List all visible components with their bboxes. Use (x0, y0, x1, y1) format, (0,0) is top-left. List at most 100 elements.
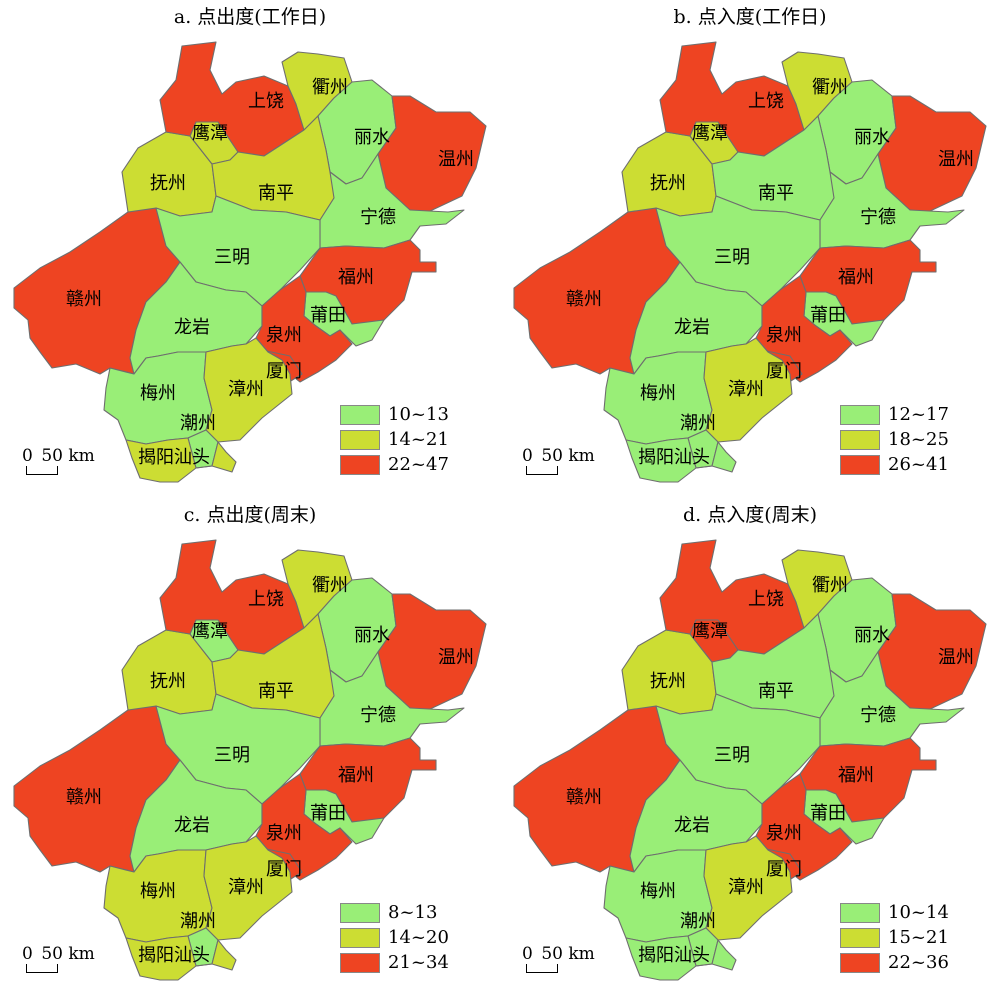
region-label: 厦门 (266, 859, 302, 880)
legend-item: 10~14 (840, 900, 949, 925)
region-label: 温州 (438, 647, 474, 668)
region-揭阳 (125, 437, 197, 483)
region-上饶 (659, 41, 805, 157)
region-label: 宁德 (860, 207, 896, 228)
region-label: 三明 (714, 247, 750, 268)
choropleth-map (513, 539, 987, 981)
legend-swatch (340, 404, 380, 425)
legend-label: 12~17 (888, 404, 949, 425)
region-label: 南平 (758, 183, 794, 204)
region-label: 潮州 (680, 413, 716, 434)
region-label: 梅州 (640, 881, 676, 902)
region-上饶 (659, 539, 805, 655)
region-label: 厦门 (766, 859, 802, 880)
legend-swatch (840, 952, 880, 973)
legend-swatch (340, 902, 380, 923)
region-label: 揭阳汕头 (138, 945, 210, 966)
legend-label: 10~13 (388, 404, 449, 425)
legend-item: 22~47 (340, 452, 449, 477)
map-panel-b: b. 点入度(工作日) 上饶 衢州 鹰潭 丽水 温州 抚州 南平 宁德 三明 福州 赣州 龙岩 莆田 泉州… (500, 0, 1000, 498)
region-label: 南平 (258, 183, 294, 204)
region-label: 温州 (938, 149, 974, 170)
region-label: 赣州 (66, 289, 102, 310)
legend-label: 15~21 (888, 927, 949, 948)
scale-line (26, 466, 58, 475)
region-label: 泉州 (266, 325, 302, 346)
scale-line (26, 964, 58, 973)
region-label: 漳州 (728, 877, 764, 898)
choropleth-map (13, 41, 487, 483)
panel-title: b. 点入度(工作日) (673, 6, 827, 28)
map-panel-d: d. 点入度(周末) 上饶 衢州 鹰潭 丽水 温州 抚州 南平 宁德 三明 福州 赣州 龙岩 莆田 泉州厦… (500, 498, 1000, 996)
legend-item: 10~13 (340, 402, 449, 427)
region-label: 三明 (214, 745, 250, 766)
legend-item: 8~13 (340, 900, 449, 925)
region-label: 泉州 (766, 823, 802, 844)
region-label: 揭阳汕头 (638, 945, 710, 966)
region-漳州 (203, 835, 293, 941)
panel-title: a. 点出度(工作日) (173, 6, 327, 28)
region-漳州 (203, 337, 293, 443)
region-label: 龙岩 (174, 317, 210, 338)
region-label: 福州 (338, 267, 374, 288)
region-label: 宁德 (860, 705, 896, 726)
region-label: 三明 (214, 247, 250, 268)
region-label: 龙岩 (674, 317, 710, 338)
region-label: 莆田 (810, 803, 846, 824)
region-label: 莆田 (310, 305, 346, 326)
scale-line (526, 964, 558, 973)
region-label: 三明 (714, 745, 750, 766)
scale-label: 0 50 km (522, 944, 595, 964)
region-揭阳 (625, 935, 697, 981)
region-label: 宁德 (360, 705, 396, 726)
region-label: 潮州 (180, 911, 216, 932)
legend-item: 22~36 (840, 950, 949, 975)
region-label: 莆田 (310, 803, 346, 824)
region-label: 赣州 (566, 289, 602, 310)
region-label: 温州 (438, 149, 474, 170)
region-label: 南平 (758, 681, 794, 702)
legend-item: 21~34 (340, 950, 449, 975)
region-揭阳 (125, 935, 197, 981)
region-label: 衢州 (812, 575, 848, 596)
region-label: 潮州 (680, 911, 716, 932)
panel-title: c. 点出度(周末) (183, 504, 317, 526)
region-label: 上饶 (248, 589, 284, 610)
legend: 10~13 14~21 22~47 (340, 402, 449, 477)
region-汕头 (195, 939, 237, 971)
region-漳州 (703, 835, 793, 941)
legend-label: 10~14 (888, 902, 949, 923)
region-label: 抚州 (650, 671, 686, 692)
region-label: 梅州 (140, 881, 176, 902)
region-汕头 (695, 441, 737, 473)
region-label: 上饶 (248, 91, 284, 112)
region-label: 丽水 (854, 625, 890, 646)
region-label: 鹰潭 (692, 123, 728, 144)
legend-label: 14~20 (388, 927, 449, 948)
scale-label: 0 50 km (522, 446, 595, 466)
region-label: 南平 (258, 681, 294, 702)
region-label: 厦门 (766, 361, 802, 382)
legend-item: 15~21 (840, 925, 949, 950)
region-label: 温州 (938, 647, 974, 668)
region-label: 衢州 (312, 575, 348, 596)
region-label: 衢州 (812, 77, 848, 98)
legend-swatch (340, 927, 380, 948)
region-上饶 (159, 41, 305, 157)
region-揭阳 (625, 437, 697, 483)
scale-label: 0 50 km (22, 944, 95, 964)
region-上饶 (159, 539, 305, 655)
legend-swatch (840, 454, 880, 475)
region-label: 上饶 (748, 589, 784, 610)
region-label: 漳州 (228, 379, 264, 400)
region-label: 福州 (838, 765, 874, 786)
legend-label: 22~36 (888, 952, 949, 973)
legend-swatch (340, 429, 380, 450)
region-label: 梅州 (640, 383, 676, 404)
region-label: 潮州 (180, 413, 216, 434)
region-label: 龙岩 (174, 815, 210, 836)
region-label: 漳州 (228, 877, 264, 898)
region-label: 鹰潭 (192, 123, 228, 144)
legend-label: 8~13 (388, 902, 438, 923)
panel-title: d. 点入度(周末) (682, 504, 818, 526)
